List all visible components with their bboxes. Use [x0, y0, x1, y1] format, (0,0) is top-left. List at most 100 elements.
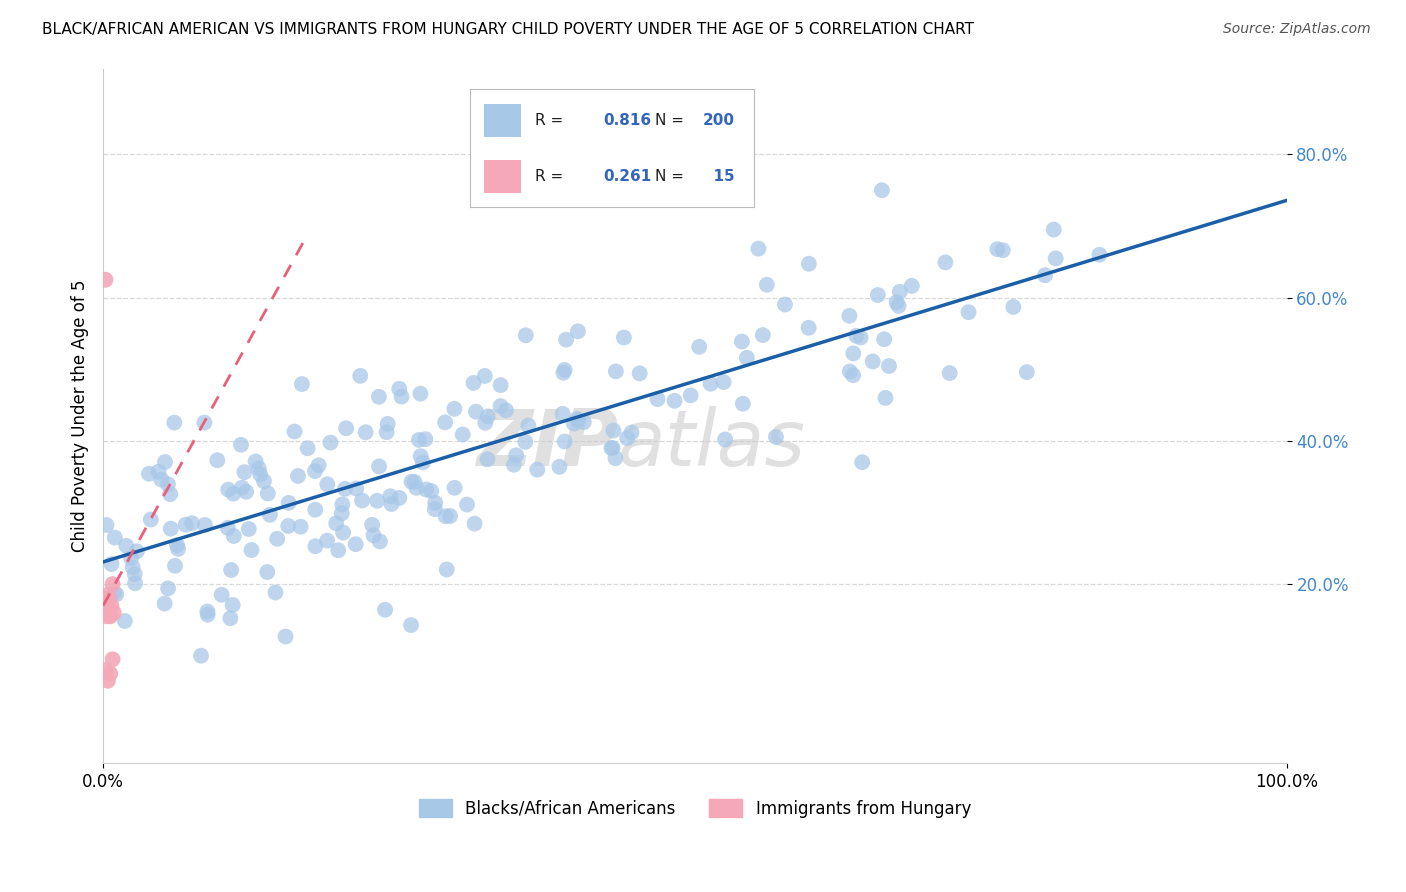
Point [420, 483, 443, 498]
Point [415, 432, 437, 446]
Point [159, 522, 181, 536]
Point [600, 441, 623, 455]
Point [103, 606, 125, 620]
Point [477, 409, 499, 424]
Point [211, 588, 233, 602]
Point [219, 611, 242, 625]
Point [222, 529, 245, 543]
Point [401, 475, 423, 489]
Point [98, 609, 121, 624]
Point [404, 475, 426, 489]
Point [463, 376, 485, 390]
Point [354, 425, 377, 440]
Point [139, 512, 162, 526]
Point [153, 597, 176, 611]
Point [553, 366, 575, 380]
Point [93, 595, 115, 609]
Point [1088, 248, 1111, 262]
Point [515, 434, 537, 449]
Point [434, 509, 457, 524]
Point [194, 517, 217, 532]
Point [319, 435, 342, 450]
Point [249, 467, 271, 482]
Point [616, 431, 638, 445]
Point [233, 465, 256, 479]
Point [555, 333, 578, 347]
Point [1002, 300, 1025, 314]
Point [731, 397, 754, 411]
Point [873, 332, 896, 346]
Point [330, 506, 353, 520]
Point [101, 577, 124, 591]
Point [219, 563, 242, 577]
Point [845, 328, 868, 343]
Point [1045, 252, 1067, 266]
Point [934, 255, 956, 269]
Point [870, 183, 893, 197]
Point [291, 377, 314, 392]
Point [361, 517, 384, 532]
Point [443, 481, 465, 495]
Point [439, 509, 461, 524]
Point [377, 417, 399, 431]
Point [274, 630, 297, 644]
Point [283, 425, 305, 439]
Point [195, 605, 218, 619]
Point [235, 484, 257, 499]
Point [849, 330, 872, 344]
Point [1033, 268, 1056, 283]
Point [304, 464, 326, 478]
Point [325, 516, 347, 531]
Point [256, 565, 278, 579]
Point [434, 416, 457, 430]
Point [287, 469, 309, 483]
Point [465, 405, 488, 419]
Text: BLACK/AFRICAN AMERICAN VS IMMIGRANTS FROM HUNGARY CHILD POVERTY UNDER THE AGE OF: BLACK/AFRICAN AMERICAN VS IMMIGRANTS FRO… [42, 22, 974, 37]
Point [366, 493, 388, 508]
Point [664, 393, 686, 408]
Point [436, 562, 458, 576]
Point [456, 498, 478, 512]
Text: atlas: atlas [619, 406, 806, 482]
Point [602, 424, 624, 438]
Point [375, 425, 398, 440]
Point [121, 560, 143, 574]
Point [368, 534, 391, 549]
Point [114, 614, 136, 628]
Point [96, 602, 118, 616]
Point [886, 295, 908, 310]
Point [159, 487, 181, 501]
Point [773, 297, 796, 311]
Point [259, 508, 281, 522]
Point [266, 532, 288, 546]
Point [628, 367, 651, 381]
Point [374, 603, 396, 617]
Point [217, 483, 239, 497]
Point [620, 425, 643, 440]
Point [502, 458, 524, 472]
Point [363, 528, 385, 542]
Point [100, 599, 122, 613]
Point [388, 491, 411, 505]
Point [405, 481, 427, 495]
Point [190, 648, 212, 663]
Point [735, 351, 758, 365]
Point [157, 582, 180, 596]
Point [1015, 365, 1038, 379]
Point [877, 359, 900, 373]
Point [380, 489, 402, 503]
Point [96, 518, 118, 533]
Point [838, 309, 860, 323]
Point [163, 558, 186, 573]
Point [150, 473, 173, 487]
Point [842, 346, 865, 360]
Point [399, 618, 422, 632]
Point [602, 441, 624, 455]
Point [297, 442, 319, 456]
Point [153, 455, 176, 469]
Point [866, 288, 889, 302]
Point [222, 486, 245, 500]
Point [565, 412, 588, 426]
Point [257, 486, 280, 500]
Point [747, 242, 769, 256]
